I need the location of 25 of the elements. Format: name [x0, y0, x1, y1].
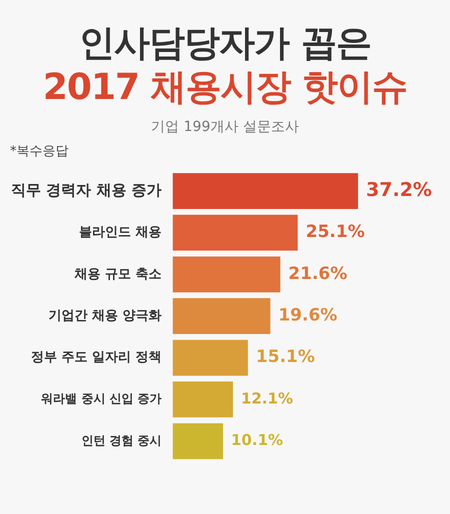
chart-title: 인사담당자가 꼽은 — [78, 22, 372, 66]
y-tick-label: 채용 규모 축소 — [74, 266, 162, 282]
bar — [172, 173, 358, 209]
text: *복수응답 — [10, 143, 70, 160]
y-tick-label: 워라밸 중시 신입 증가 — [41, 392, 162, 406]
data-label: 21.6% — [288, 264, 348, 284]
data-label: 15.1% — [256, 347, 315, 368]
data-label: 12.1% — [240, 389, 294, 408]
bar — [172, 256, 280, 292]
data-label: 10.1% — [231, 431, 284, 450]
chart-subtitle: 2017 채용시장 핫이슈 — [42, 66, 408, 110]
y-tick-label: 정부 주도 일자리 정책 — [31, 350, 162, 366]
y-tick-label: 블라인드 채용 — [79, 225, 162, 240]
text: 기업 199개사 설문조사 — [150, 118, 300, 136]
data-label: 25.1% — [306, 222, 365, 242]
bar — [172, 423, 223, 460]
y-tick-label: 직무 경력자 채용 증가 — [10, 180, 162, 199]
y-tick-label: 기업간 채용 양극화 — [48, 308, 162, 324]
data-label: 37.2% — [366, 178, 432, 201]
y-tick-label: 인턴 경험 중시 — [81, 433, 162, 448]
bar — [172, 340, 248, 376]
bar — [172, 214, 298, 251]
data-label: 19.6% — [278, 306, 338, 326]
bar — [172, 382, 233, 418]
bar — [172, 298, 270, 334]
